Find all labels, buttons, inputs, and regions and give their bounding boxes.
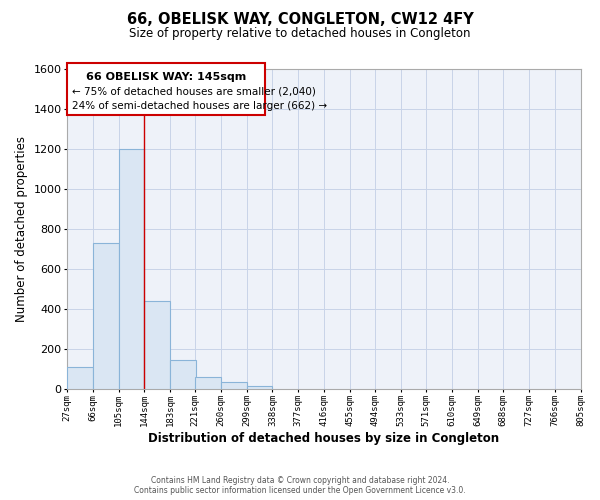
Bar: [67, 366, 93, 388]
X-axis label: Distribution of detached houses by size in Congleton: Distribution of detached houses by size …: [148, 432, 499, 445]
Text: Size of property relative to detached houses in Congleton: Size of property relative to detached ho…: [129, 28, 471, 40]
Bar: [195, 376, 221, 388]
Text: 24% of semi-detached houses are larger (662) →: 24% of semi-detached houses are larger (…: [73, 101, 328, 111]
FancyBboxPatch shape: [67, 62, 265, 116]
Bar: [170, 360, 196, 388]
Text: 66 OBELISK WAY: 145sqm: 66 OBELISK WAY: 145sqm: [86, 72, 246, 82]
Y-axis label: Number of detached properties: Number of detached properties: [15, 136, 28, 322]
Text: Contains HM Land Registry data © Crown copyright and database right 2024.
Contai: Contains HM Land Registry data © Crown c…: [134, 476, 466, 495]
Text: ← 75% of detached houses are smaller (2,040): ← 75% of detached houses are smaller (2,…: [73, 86, 316, 97]
Bar: [221, 382, 247, 388]
Bar: [93, 243, 119, 388]
Bar: [145, 300, 170, 388]
Text: 66, OBELISK WAY, CONGLETON, CW12 4FY: 66, OBELISK WAY, CONGLETON, CW12 4FY: [127, 12, 473, 28]
Bar: [119, 149, 145, 388]
Bar: [247, 386, 272, 388]
